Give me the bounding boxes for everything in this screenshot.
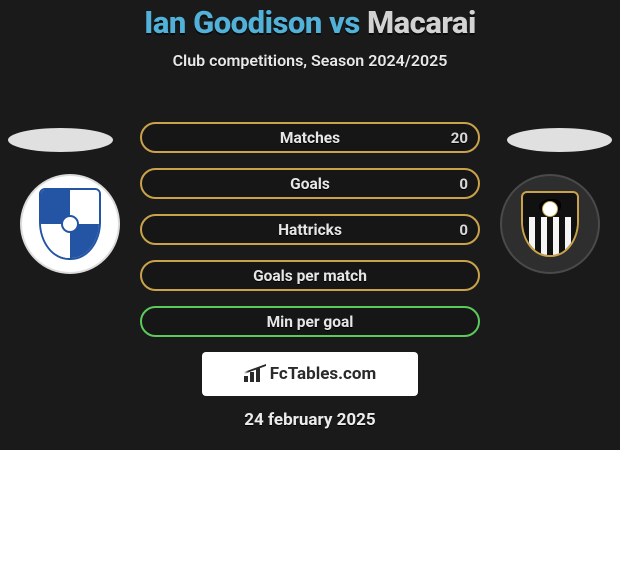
stats-list: Matches 20 Goals 0 Hattricks 0 Goals per match… [140, 122, 480, 337]
player1-name: Ian Goodison [144, 4, 322, 41]
page-title: Ian Goodison vs Macarai [0, 4, 620, 41]
stat-label: Goals per match [253, 267, 367, 285]
footer-site-label: FcTables.com [270, 364, 376, 384]
stat-row: Min per goal [140, 306, 480, 337]
vs-text: vs [329, 4, 360, 41]
subtitle: Club competitions, Season 2024/2025 [0, 51, 620, 70]
club-badge-right [500, 174, 600, 274]
stat-row: Matches 20 [140, 122, 480, 153]
stat-left-value [152, 170, 208, 197]
stat-right-value: 0 [412, 170, 468, 197]
stat-row: Goals per match [140, 260, 480, 291]
bar-chart-icon [244, 366, 264, 382]
stat-label: Goals [290, 175, 330, 193]
stat-right-value [412, 308, 468, 335]
date-label: 24 february 2025 [0, 410, 620, 430]
stat-left-value [152, 262, 208, 289]
stat-label: Matches [280, 129, 340, 147]
player1-silhouette [8, 128, 113, 152]
stat-label: Hattricks [278, 221, 342, 239]
stat-left-value [152, 216, 208, 243]
stat-right-value [412, 262, 468, 289]
stat-label: Min per goal [267, 313, 354, 331]
club-badge-left [20, 174, 120, 274]
tranmere-crest-icon [30, 184, 110, 264]
notts-county-crest-icon [512, 186, 588, 262]
player2-name: Macarai [367, 4, 476, 41]
stat-left-value [152, 308, 208, 335]
stat-row: Hattricks 0 [140, 214, 480, 245]
stat-right-value: 20 [412, 124, 468, 151]
stat-right-value: 0 [412, 216, 468, 243]
stat-row: Goals 0 [140, 168, 480, 199]
stat-left-value [152, 124, 208, 151]
player2-silhouette [507, 128, 612, 152]
comparison-card: Ian Goodison vs Macarai Club competition… [0, 0, 620, 450]
fctables-badge[interactable]: FcTables.com [202, 352, 418, 396]
